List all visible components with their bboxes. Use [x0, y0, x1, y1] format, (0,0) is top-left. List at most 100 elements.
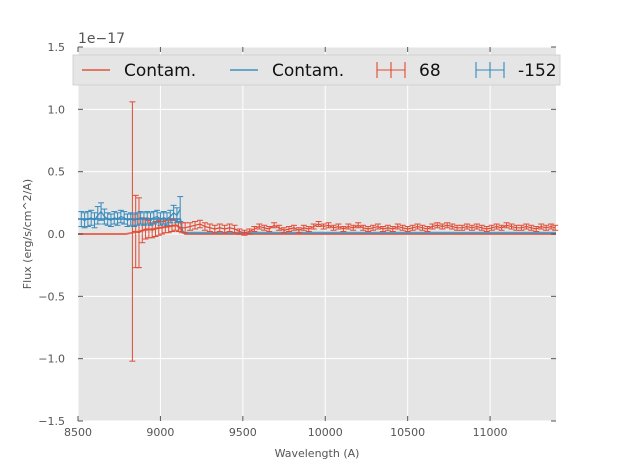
errorbar: [439, 223, 446, 230]
errorbar: [226, 223, 233, 233]
errorbar: [493, 223, 500, 230]
legend-label-contam-blue: Contam.: [272, 61, 344, 81]
errorbar: [127, 212, 134, 226]
x-tick-label: 10000: [308, 426, 343, 439]
errorbar: [434, 222, 441, 229]
errorbar: [256, 223, 263, 230]
errorbar: [360, 224, 367, 231]
errorbar: [135, 197, 142, 269]
errorbar: [409, 224, 416, 231]
y-tick-label: 1.0: [48, 103, 66, 116]
errorbar: [196, 219, 203, 229]
errorbar: [231, 224, 238, 234]
errorbar: [399, 224, 406, 231]
errorbar: [424, 226, 431, 233]
errorbar: [290, 224, 297, 231]
errorbar: [459, 224, 466, 231]
errorbar: [111, 211, 118, 225]
errorbar: [444, 222, 451, 229]
errorbar: [140, 212, 147, 226]
errorbar: [221, 224, 228, 234]
errorbar: [552, 224, 559, 231]
errorbar: [305, 226, 312, 233]
errorbar: [192, 221, 199, 230]
x-axis-label: Wavelength (A): [275, 447, 360, 460]
errorbar: [206, 223, 213, 233]
errorbar: [236, 228, 243, 235]
x-tick-label: 10500: [390, 426, 425, 439]
y-tick-label: 1.5: [48, 41, 66, 54]
errorbar: [201, 222, 208, 231]
errorbar: [124, 213, 131, 228]
errorbar: [350, 224, 357, 231]
errorbar: [121, 211, 128, 225]
errorbar: [78, 211, 85, 228]
errorbar: [478, 224, 485, 231]
errorbar: [374, 223, 381, 230]
errorbar: [370, 224, 377, 231]
errorbar: [160, 211, 167, 225]
legend-label-68: 68: [419, 61, 441, 81]
errorbar: [167, 209, 174, 224]
x-tick-label: 9000: [146, 426, 174, 439]
errorbar: [117, 209, 124, 224]
y-offset-label: 1e−17: [78, 31, 125, 47]
errorbar: [266, 226, 273, 233]
errorbar: [365, 226, 372, 233]
x-tick-label: 11000: [473, 426, 508, 439]
errorbar: [543, 224, 550, 231]
legend-label-minus-152: -152: [518, 61, 557, 81]
errorbar: [251, 226, 258, 233]
errorbar: [463, 223, 470, 230]
y-tick-label: −1.0: [38, 353, 65, 366]
x-tick-label: 8500: [64, 426, 92, 439]
errorbar: [246, 228, 253, 235]
errorbar: [94, 206, 101, 225]
y-axis-label: Flux (erg/s/cm^2/A): [21, 179, 34, 289]
errorbar: [114, 212, 121, 226]
errorbar: [147, 212, 154, 226]
errorbar: [261, 224, 268, 231]
series-2: [129, 101, 559, 362]
y-tick-label: −1.5: [38, 415, 65, 428]
errorbar: [84, 211, 91, 228]
errorbar: [187, 222, 194, 231]
axis-ticks: [77, 46, 556, 422]
errorbar: [131, 213, 138, 228]
errorbar: [335, 223, 342, 230]
errorbar: [154, 209, 161, 224]
errorbar: [88, 209, 95, 226]
y-tick-label: −0.5: [38, 290, 65, 303]
errorbar: [394, 223, 401, 230]
errorbar: [404, 226, 411, 233]
errorbar: [523, 223, 530, 230]
tick-labels: 8500 9000 9500 10000 10500 11000 −1.5 −1.0 −0.5 0…: [38, 41, 507, 439]
series-3: [78, 196, 184, 229]
errorbar: [295, 227, 302, 234]
errorbar: [548, 223, 555, 230]
y-tick-label: 0.0: [48, 228, 66, 241]
errorbar: [129, 101, 136, 362]
errorbar-line: [132, 223, 556, 234]
errorbar: [216, 223, 223, 233]
errorbar: [276, 224, 283, 231]
errorbar: [533, 226, 540, 233]
legend-label-contam-red: Contam.: [124, 61, 196, 81]
errorbar: [429, 223, 436, 230]
legend-swatch-68: [376, 62, 406, 78]
errorbar: [104, 212, 111, 226]
errorbar: [211, 224, 218, 234]
series-layer: [78, 101, 559, 362]
errorbar: [173, 207, 180, 224]
errorbar: [384, 224, 391, 231]
errorbar: [419, 224, 426, 231]
errorbar: [325, 222, 332, 229]
errorbar: [340, 226, 347, 233]
errorbar: [157, 212, 164, 226]
errorbar: [170, 204, 177, 221]
errorbar: [150, 211, 157, 225]
errorbar: [144, 211, 151, 225]
errorbar: [241, 229, 248, 236]
errorbar: [330, 224, 337, 231]
